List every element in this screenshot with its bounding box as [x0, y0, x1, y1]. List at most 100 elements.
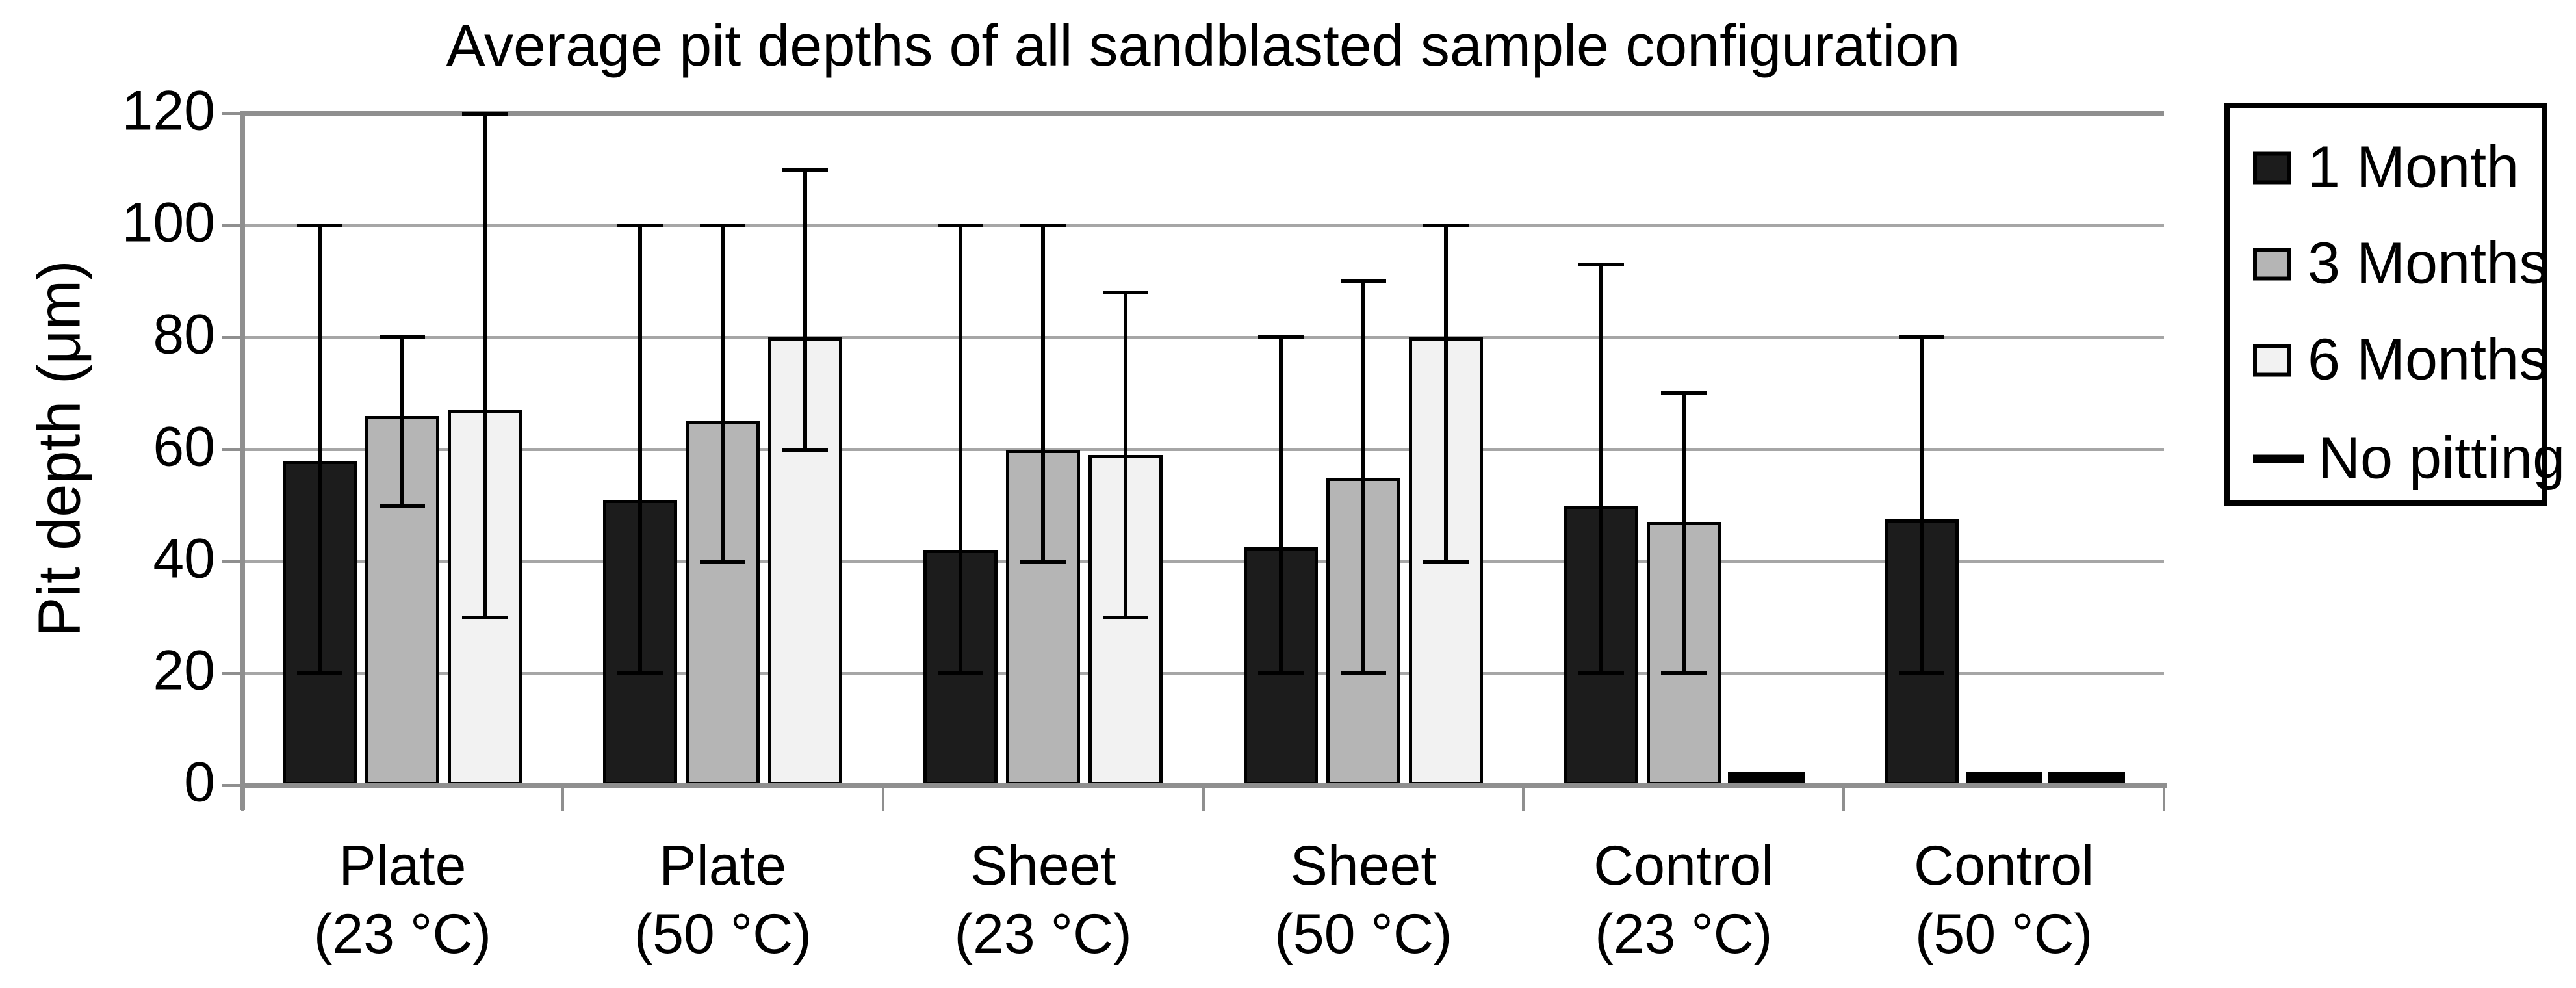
x-category-label: Plate (23 °C) — [314, 832, 491, 968]
error-bar-cap — [297, 224, 343, 228]
error-bar-cap — [1578, 263, 1624, 267]
error-bar-cap — [1020, 224, 1066, 228]
legend-label: 3 Months — [2308, 231, 2549, 296]
legend-swatch-icon — [2253, 248, 2291, 280]
error-bar-cap — [1340, 280, 1386, 284]
gridline-100 — [242, 224, 2164, 228]
error-bar-cap — [1660, 391, 1707, 396]
no-pitting-marker — [1727, 772, 1805, 785]
x-category-label-line2: (23 °C) — [313, 902, 492, 965]
legend-item-3-months: 3 Months — [2253, 231, 2548, 298]
error-bar-cap — [1423, 224, 1469, 228]
x-tick — [1842, 785, 1846, 811]
legend-item-6-months: 6 Months — [2253, 327, 2548, 394]
x-category-label-line1: Control — [1593, 835, 1774, 897]
gridline-80 — [242, 336, 2164, 339]
y-tick-120 — [222, 112, 242, 115]
chart-title: Average pit depths of all sandblasted sa… — [446, 14, 1961, 79]
x-category-label: Sheet (23 °C) — [954, 832, 1131, 968]
legend-label: 1 Month — [2308, 135, 2519, 200]
error-bar — [1681, 393, 1686, 673]
error-bar — [1443, 226, 1448, 562]
error-bar — [638, 226, 643, 673]
y-tick-label-0: 0 — [184, 751, 215, 814]
legend-swatch-icon — [2253, 151, 2291, 184]
x-category-label-line2: (50 °C) — [1274, 902, 1452, 965]
x-category-label-line1: Sheet — [1290, 835, 1437, 897]
error-bar-cap — [782, 447, 829, 452]
error-bar-cap — [1423, 559, 1469, 564]
error-bar — [721, 226, 725, 562]
x-category-label: Plate (50 °C) — [634, 832, 812, 968]
error-bar — [1361, 281, 1365, 673]
error-bar — [483, 114, 487, 618]
x-category-label-line1: Plate — [339, 835, 467, 897]
error-bar — [1124, 292, 1128, 618]
no-pitting-marker — [1965, 772, 2042, 785]
error-bar-cap — [1660, 671, 1707, 675]
y-tick-40 — [222, 560, 242, 563]
x-category-label-line2: (50 °C) — [1914, 902, 2093, 965]
error-bar — [959, 226, 963, 673]
error-bar-cap — [782, 168, 829, 172]
no-pitting-marker — [2048, 772, 2125, 785]
y-tick-label-80: 80 — [153, 303, 215, 366]
x-category-label-line2: (50 °C) — [634, 902, 812, 965]
x-tick — [1522, 785, 1525, 811]
error-bar-cap — [617, 671, 663, 675]
y-tick-0 — [222, 784, 242, 786]
error-bar-cap — [1898, 335, 1944, 340]
legend-label: 6 Months — [2308, 327, 2549, 393]
error-bar — [1041, 226, 1046, 562]
y-axis-line — [240, 111, 245, 810]
error-bar — [1599, 265, 1603, 673]
y-tick-label-60: 60 — [153, 415, 215, 478]
y-tick-label-40: 40 — [153, 527, 215, 590]
x-tick — [561, 785, 564, 811]
y-tick-label-100: 100 — [122, 191, 216, 254]
legend: 1 Month 3 Months 6 Months No pitting — [2224, 103, 2565, 506]
error-bar-cap — [462, 615, 508, 619]
x-tick — [241, 785, 244, 811]
error-bar-cap — [1103, 615, 1149, 619]
y-tick-100 — [222, 224, 242, 228]
x-category-label: Control (50 °C) — [1914, 832, 2094, 968]
x-category-label: Sheet (50 °C) — [1274, 832, 1452, 968]
error-bar-cap — [380, 503, 426, 508]
x-category-label-line1: Control — [1913, 835, 2094, 897]
error-bar-cap — [700, 224, 746, 228]
x-tick — [1202, 785, 1205, 811]
no-pitting-line-icon — [2253, 454, 2304, 463]
legend-swatch-icon — [2253, 344, 2291, 376]
x-category-label: Control (23 °C) — [1593, 832, 1773, 968]
error-bar-cap — [938, 671, 984, 675]
y-tick-label-120: 120 — [122, 79, 216, 142]
error-bar-cap — [938, 224, 984, 228]
error-bar — [803, 170, 808, 450]
error-bar-cap — [462, 112, 508, 116]
error-bar-cap — [1103, 291, 1149, 295]
error-bar-cap — [1898, 671, 1944, 675]
error-bar-cap — [297, 671, 343, 675]
error-bar — [318, 226, 322, 673]
error-bar-cap — [1578, 671, 1624, 675]
x-category-label-line1: Sheet — [970, 835, 1116, 897]
gridline-20 — [242, 671, 2164, 675]
x-tick — [881, 785, 884, 811]
error-bar — [1278, 337, 1283, 673]
y-tick-20 — [222, 671, 242, 675]
error-bar-cap — [1257, 671, 1304, 675]
x-category-label-line1: Plate — [659, 835, 787, 897]
y-tick-label-20: 20 — [153, 639, 215, 702]
error-bar-cap — [617, 224, 663, 228]
error-bar-cap — [1340, 671, 1386, 675]
x-category-label-line2: (23 °C) — [954, 902, 1132, 965]
x-tick — [2163, 785, 2165, 811]
legend-item-no-pitting: No pitting — [2253, 426, 2565, 493]
x-category-label-line2: (23 °C) — [1595, 902, 1773, 965]
error-bar-cap — [1020, 559, 1066, 564]
gridline-60 — [242, 448, 2164, 451]
legend-item-1-month: 1 Month — [2253, 135, 2519, 202]
error-bar-cap — [380, 335, 426, 340]
